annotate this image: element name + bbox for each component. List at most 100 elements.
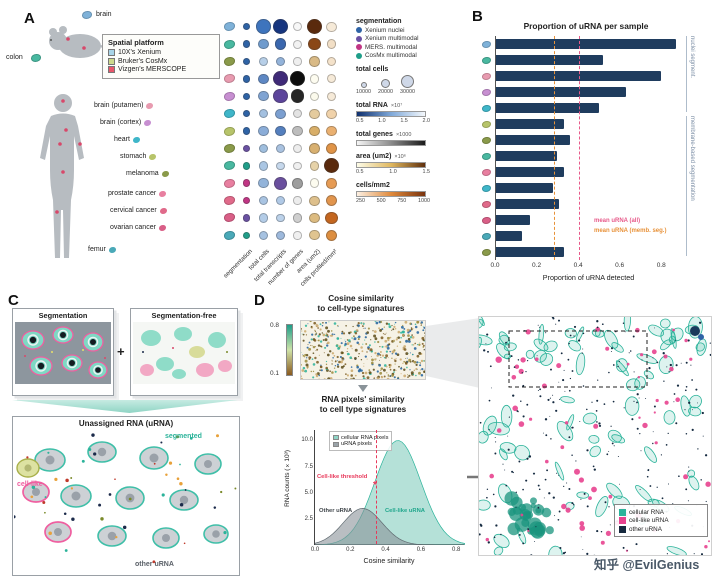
hist-ylabel: RNA counts (×10³) — [284, 450, 291, 507]
size-legend-item: 10000 — [356, 82, 371, 95]
matrix-row — [224, 35, 340, 52]
matrix-dot — [258, 143, 269, 154]
matrix-cell — [272, 176, 289, 190]
tissue-icon — [224, 39, 235, 49]
matrix-cell — [255, 57, 272, 66]
matrix-dot — [309, 178, 320, 188]
human-tissue-label: heart — [114, 136, 140, 143]
mean-memb-label: mean uRNA (memb. seg.) — [594, 228, 667, 234]
other-urna-label: Other uRNA — [319, 508, 353, 514]
large-teal-cluster — [504, 491, 554, 539]
tissue-icon — [482, 184, 491, 192]
tissue-icon — [224, 126, 235, 136]
bar-row — [482, 84, 682, 100]
bar-track — [495, 231, 682, 241]
matrix-cell — [238, 92, 255, 101]
matrix-dot — [242, 196, 251, 205]
matrix-legend: segmentation Xenium nuclei Xenium multimod… — [356, 18, 446, 211]
legend-item-label: Xenium multimodal — [365, 35, 419, 43]
tissue-icon — [158, 224, 166, 231]
mouse-brain-label: brain — [96, 11, 112, 18]
bar-track — [495, 183, 682, 193]
matrix-cell — [255, 143, 272, 154]
matrix-cell — [255, 108, 272, 119]
legend-section: area (um2) ×10⁶ 0.5 1.0 1.5 — [356, 153, 446, 175]
matrix-dot — [273, 19, 288, 35]
hist-title: RNA pixels' similarity to cell type sign… — [278, 395, 448, 415]
matrix-dot — [275, 195, 286, 206]
human-tissue-label: cervical cancer — [110, 207, 167, 214]
matrix-dot — [309, 212, 320, 224]
human-tissue-label: melanoma — [126, 170, 169, 177]
tissue-icon — [224, 22, 235, 32]
human-tissue-label: brain (cortex) — [100, 119, 152, 126]
bar-track — [495, 103, 682, 113]
colorbar-tick-low: 0.1 — [270, 370, 280, 377]
size-circle — [401, 75, 414, 89]
matrix-dot — [292, 213, 303, 223]
cell-like-threshold-line — [376, 430, 378, 544]
matrix-dot — [258, 91, 269, 102]
matrix-cell — [272, 143, 289, 154]
matrix-dot — [258, 38, 269, 50]
matrix-row — [224, 105, 340, 122]
other-urna-annotation: other uRNA — [135, 561, 174, 568]
matrix-col-labels: segmentation total cells total transcripts… — [222, 248, 356, 290]
legend-multiplier: ×10⁶ — [394, 154, 406, 161]
matrix-cell — [272, 108, 289, 119]
matrix-cell — [306, 19, 323, 35]
tissue-thumb-svg — [300, 320, 426, 380]
matrix-dot — [325, 142, 338, 155]
matrix-cell — [323, 229, 340, 242]
platform-swatch — [108, 49, 115, 56]
matrix-cell — [238, 196, 255, 205]
legend-item: MERS. multimodal — [356, 44, 446, 51]
bar-row — [482, 196, 682, 212]
tissue-icon — [146, 102, 154, 109]
legend-item: Xenium multimodal — [356, 35, 446, 42]
gradient-tick-label: 1.5 — [422, 169, 431, 176]
bar — [495, 151, 558, 161]
matrix-cell — [323, 91, 340, 101]
matrix-cell — [238, 109, 255, 118]
matrix-dot — [258, 161, 269, 171]
matrix-cell — [272, 161, 289, 171]
matrix-cell — [255, 213, 272, 223]
cosine-title-line1: Cosine similarity — [328, 294, 394, 303]
x-tick-label: 0.6 — [416, 547, 426, 553]
mouse-sample-dots — [66, 37, 86, 50]
matrix-cell — [255, 125, 272, 137]
tissue-icon — [149, 153, 157, 160]
mean-all-label: mean uRNA (all) — [594, 218, 641, 224]
image-legend-label: cellular RNA — [629, 508, 664, 516]
bar-track — [495, 215, 682, 225]
matrix-cell — [323, 21, 340, 32]
zoom-wedge — [426, 318, 480, 388]
matrix-cell — [306, 178, 323, 188]
matrix-cell — [255, 73, 272, 85]
matrix-row — [224, 53, 340, 70]
x-tick-label: 0.4 — [573, 262, 583, 269]
image-legend: cellular RNA cell-like uRNA other uRNA — [614, 504, 708, 537]
matrix-dot — [293, 57, 302, 66]
tissue-icon — [482, 104, 491, 112]
matrix-cell — [306, 37, 323, 51]
bar — [495, 71, 662, 81]
bar-track — [495, 87, 682, 97]
tissue-icon — [132, 136, 140, 143]
legend-section: total RNA ×10⁷ 0.5 1.0 1.5 2.0 — [356, 102, 446, 124]
bar-row — [482, 132, 682, 148]
hist-legend-swatch — [333, 435, 339, 440]
matrix-cell — [255, 91, 272, 102]
image-legend-swatch — [619, 508, 626, 516]
matrix-dot — [293, 231, 302, 240]
tissue-label-text: melanoma — [126, 170, 159, 177]
matrix-dot — [309, 125, 320, 137]
matrix-dot — [275, 56, 286, 67]
bar — [495, 231, 522, 241]
platform-legend: Spatial platform 10X's Xenium Bruker's Co… — [102, 34, 220, 79]
panel-b-label: B — [472, 8, 483, 25]
matrix-dot — [326, 108, 337, 119]
segmentation-free-box-title: Segmentation-free — [151, 311, 217, 320]
